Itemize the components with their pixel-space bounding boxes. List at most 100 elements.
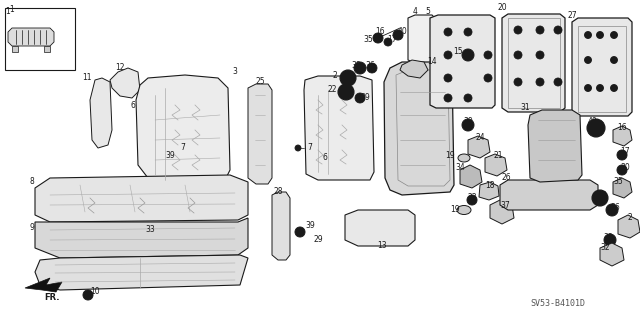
- Circle shape: [444, 51, 452, 59]
- Text: 34: 34: [455, 164, 465, 173]
- Polygon shape: [572, 18, 632, 116]
- Text: 28: 28: [273, 188, 283, 197]
- Text: 26: 26: [501, 174, 511, 182]
- Text: 40: 40: [587, 117, 597, 127]
- Polygon shape: [35, 175, 248, 222]
- Text: 31: 31: [520, 103, 530, 113]
- Bar: [508, 18, 560, 108]
- Bar: [5, 8, 75, 70]
- Circle shape: [592, 190, 608, 206]
- Circle shape: [536, 26, 544, 34]
- Text: 35: 35: [613, 177, 623, 187]
- Circle shape: [617, 165, 627, 175]
- Polygon shape: [400, 60, 428, 78]
- Circle shape: [554, 78, 562, 86]
- Polygon shape: [408, 15, 435, 63]
- Circle shape: [462, 119, 474, 131]
- Ellipse shape: [457, 205, 471, 214]
- Text: 7: 7: [308, 144, 312, 152]
- Circle shape: [464, 28, 472, 36]
- Circle shape: [354, 62, 366, 74]
- Text: 13: 13: [377, 241, 387, 249]
- Polygon shape: [248, 84, 272, 184]
- Circle shape: [587, 119, 605, 137]
- Circle shape: [596, 194, 604, 202]
- Polygon shape: [8, 28, 54, 46]
- Polygon shape: [432, 50, 462, 72]
- Polygon shape: [384, 62, 454, 195]
- Circle shape: [596, 85, 604, 92]
- Text: 16: 16: [617, 123, 627, 132]
- Text: 8: 8: [29, 177, 35, 187]
- Text: 9: 9: [29, 224, 35, 233]
- Polygon shape: [136, 75, 230, 188]
- Circle shape: [606, 204, 618, 216]
- Text: 4: 4: [413, 8, 417, 17]
- Text: 18: 18: [485, 181, 495, 189]
- Polygon shape: [528, 110, 582, 182]
- Circle shape: [536, 78, 544, 86]
- Text: 38: 38: [597, 190, 607, 199]
- Circle shape: [355, 93, 365, 103]
- Circle shape: [444, 28, 452, 36]
- Polygon shape: [35, 255, 248, 290]
- Circle shape: [467, 195, 477, 205]
- Circle shape: [367, 63, 377, 73]
- Text: FR.: FR.: [44, 293, 60, 302]
- Text: 7: 7: [180, 144, 186, 152]
- Circle shape: [340, 70, 356, 86]
- Polygon shape: [479, 182, 499, 200]
- Text: 39: 39: [305, 220, 315, 229]
- Circle shape: [295, 145, 301, 151]
- Polygon shape: [600, 243, 624, 266]
- Text: 2: 2: [333, 70, 337, 79]
- Circle shape: [554, 26, 562, 34]
- Text: 39: 39: [165, 151, 175, 160]
- Circle shape: [584, 56, 591, 63]
- Text: 10: 10: [90, 286, 100, 295]
- Text: 1: 1: [6, 8, 10, 17]
- Polygon shape: [25, 278, 62, 292]
- Circle shape: [591, 123, 601, 133]
- Bar: [578, 26, 626, 112]
- Polygon shape: [618, 215, 640, 238]
- Circle shape: [342, 88, 350, 96]
- Polygon shape: [110, 68, 140, 98]
- Text: 6: 6: [323, 153, 328, 162]
- Text: 14: 14: [427, 57, 437, 66]
- Text: 2: 2: [628, 213, 632, 222]
- Circle shape: [584, 85, 591, 92]
- Circle shape: [514, 78, 522, 86]
- Circle shape: [514, 51, 522, 59]
- Polygon shape: [502, 14, 565, 112]
- Circle shape: [611, 85, 618, 92]
- Polygon shape: [613, 178, 632, 198]
- Polygon shape: [304, 76, 374, 180]
- Ellipse shape: [458, 154, 470, 162]
- Text: 21: 21: [493, 151, 503, 160]
- Text: 27: 27: [567, 11, 577, 19]
- Circle shape: [604, 234, 616, 246]
- Circle shape: [444, 74, 452, 82]
- Text: 11: 11: [83, 73, 92, 83]
- Text: 36: 36: [365, 61, 375, 70]
- Text: 39: 39: [360, 93, 370, 102]
- Circle shape: [617, 150, 627, 160]
- Text: 23: 23: [467, 194, 477, 203]
- Polygon shape: [500, 180, 598, 210]
- Text: 3: 3: [232, 68, 237, 77]
- Text: 19: 19: [445, 151, 455, 160]
- Text: 1: 1: [10, 5, 14, 14]
- Text: 5: 5: [426, 8, 431, 17]
- Circle shape: [344, 74, 352, 82]
- Polygon shape: [90, 78, 112, 148]
- Text: 16: 16: [375, 27, 385, 36]
- Text: 38: 38: [351, 61, 361, 70]
- Text: 30: 30: [620, 164, 630, 173]
- Text: SV53-B4101D: SV53-B4101D: [530, 299, 585, 308]
- Text: 17: 17: [620, 147, 630, 157]
- Polygon shape: [430, 15, 495, 108]
- Text: 12: 12: [115, 63, 125, 72]
- Circle shape: [384, 38, 392, 46]
- Circle shape: [393, 30, 403, 40]
